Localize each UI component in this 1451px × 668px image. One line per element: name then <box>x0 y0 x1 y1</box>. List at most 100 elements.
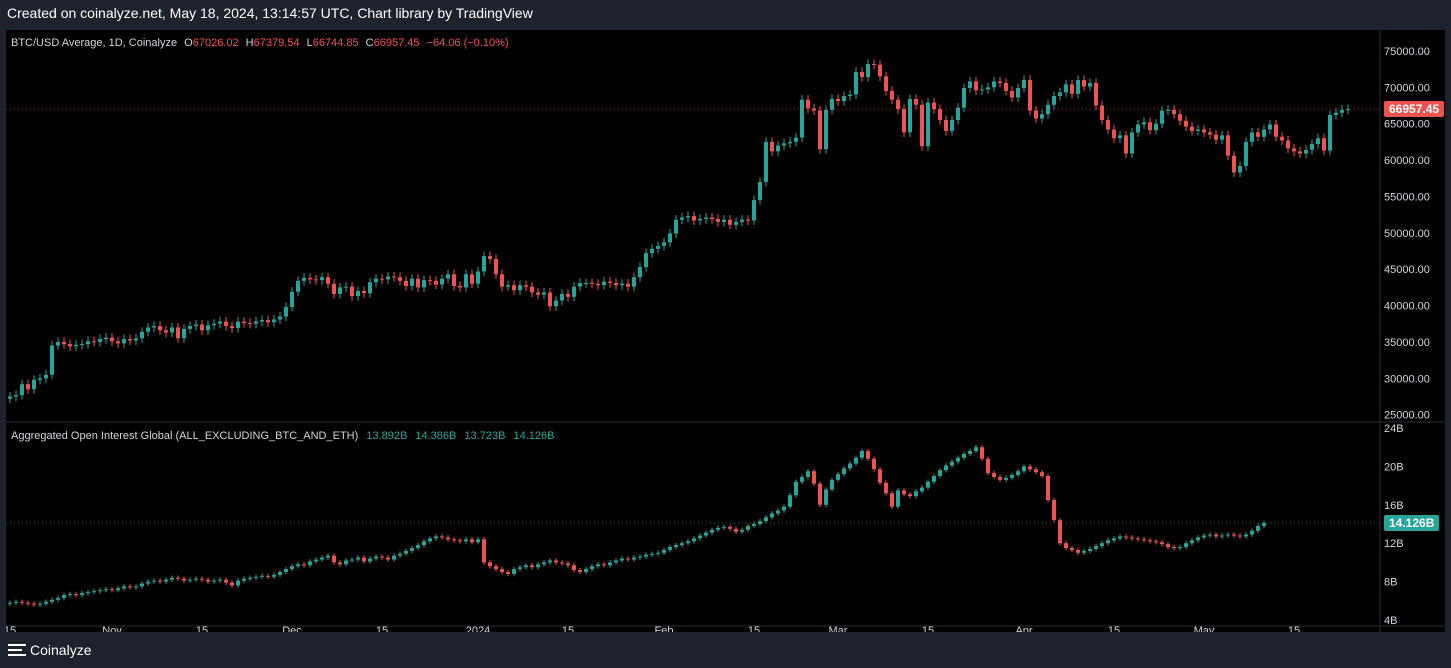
x-tick: 15 <box>922 625 934 632</box>
price-y-tick: 25000.00 <box>1384 410 1430 422</box>
price-candle <box>248 323 252 325</box>
oi-candle <box>1064 543 1068 548</box>
price-y-tick: 65000.00 <box>1384 119 1430 131</box>
price-candle <box>1256 132 1260 137</box>
last-price-badge: 66957.45 <box>1384 101 1445 118</box>
price-candle <box>944 120 948 131</box>
oi-candle <box>578 570 582 572</box>
oi-candle <box>776 510 780 514</box>
price-legend-high: H67379.54 <box>245 37 300 49</box>
price-candle <box>884 76 888 91</box>
oi-candle <box>440 536 444 538</box>
oi-candle <box>38 603 42 605</box>
oi-candle <box>1070 548 1074 550</box>
oi-candle <box>1052 500 1056 521</box>
oi-candle <box>128 586 132 588</box>
bottom-bar: Coinalyze <box>0 636 1451 668</box>
price-candle <box>116 341 120 344</box>
price-y-tick: 50000.00 <box>1384 228 1430 240</box>
price-candle <box>362 291 366 294</box>
price-candle <box>758 181 762 201</box>
brand[interactable]: Coinalyze <box>8 642 91 658</box>
oi-candle <box>368 558 372 562</box>
price-candle <box>230 325 234 329</box>
oi-candle <box>806 471 810 477</box>
oi-candle <box>992 473 996 477</box>
chart-svg[interactable]: 75000.00 70000.00 65000.00 60000.00 55000.00… <box>6 30 1445 632</box>
price-candle <box>650 248 654 254</box>
price-candle <box>98 339 102 342</box>
menu-icon[interactable] <box>8 644 26 656</box>
oi-candle <box>1172 547 1176 549</box>
oi-candle <box>398 553 402 556</box>
price-candle <box>464 274 468 288</box>
oi-legend-title: Aggregated Open Interest Global (ALL_EXC… <box>11 430 359 442</box>
price-candle <box>476 271 480 284</box>
price-candle <box>14 395 18 397</box>
price-candle <box>1328 114 1332 151</box>
price-candle <box>206 325 210 331</box>
oi-candle <box>890 493 894 507</box>
oi-candle <box>386 557 390 560</box>
price-candle <box>104 337 108 340</box>
price-candle <box>1016 88 1020 98</box>
price-candle <box>536 292 540 295</box>
price-candle <box>686 216 690 218</box>
price-candle <box>470 274 474 284</box>
price-candle <box>272 319 276 323</box>
price-candle <box>1004 82 1008 91</box>
price-candle <box>284 307 288 317</box>
price-candle <box>824 109 828 150</box>
brand-label: Coinalyze <box>30 642 92 658</box>
price-candle <box>680 217 684 220</box>
oi-candle <box>104 589 108 591</box>
oi-candle <box>1214 534 1218 537</box>
oi-candle <box>668 547 672 550</box>
oi-candle <box>488 562 492 567</box>
oi-candle <box>1226 534 1230 536</box>
x-tick: 2024 <box>466 625 490 632</box>
price-candle <box>752 200 756 221</box>
price-candle <box>182 328 186 339</box>
price-candle <box>728 219 732 225</box>
price-candle <box>44 374 48 379</box>
price-candle <box>1304 149 1308 154</box>
price-candle <box>92 341 96 343</box>
price-candle <box>1100 105 1104 121</box>
price-candle <box>1070 84 1074 94</box>
oi-candle <box>956 457 960 462</box>
price-candle <box>356 291 360 297</box>
price-candle <box>914 98 918 105</box>
price-candle <box>338 287 342 294</box>
oi-candle <box>518 567 522 570</box>
oi-candle <box>1142 539 1146 541</box>
oi-candle <box>674 545 678 548</box>
oi-candle <box>242 578 246 581</box>
oi-candle <box>704 532 708 536</box>
price-legend-close: C66957.45 <box>365 37 420 49</box>
price-candle <box>692 216 696 221</box>
price-candle <box>1106 120 1110 130</box>
price-candle <box>1274 124 1278 137</box>
oi-candle <box>476 539 480 543</box>
oi-candle <box>944 465 948 471</box>
oi-candle <box>56 597 60 600</box>
price-candle <box>332 283 336 294</box>
oi-candle <box>614 560 618 563</box>
x-tick: 15 <box>196 625 208 632</box>
x-tick: May <box>1194 625 1215 632</box>
price-candle <box>188 325 192 329</box>
oi-candle <box>1022 466 1026 472</box>
oi-candle <box>686 541 690 544</box>
oi-candle <box>290 566 294 570</box>
price-candle <box>746 219 750 221</box>
price-candle <box>1214 134 1218 140</box>
price-y-tick: 70000.00 <box>1384 82 1430 94</box>
price-candle <box>140 331 144 339</box>
oi-candle <box>248 577 252 579</box>
price-candle <box>836 98 840 102</box>
chart-area[interactable]: 75000.00 70000.00 65000.00 60000.00 55000.00… <box>6 30 1445 632</box>
price-candle <box>734 221 738 225</box>
oi-candle <box>26 602 30 604</box>
oi-candle <box>1238 535 1242 537</box>
